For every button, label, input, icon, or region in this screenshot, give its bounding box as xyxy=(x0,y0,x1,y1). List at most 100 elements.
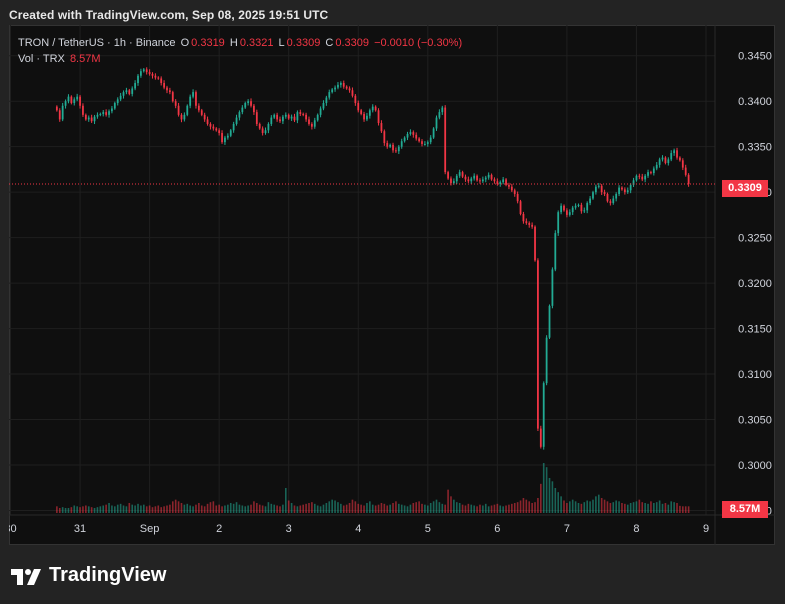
volume-bar xyxy=(458,503,461,513)
time-tick-label: 2 xyxy=(216,523,222,535)
candle-body xyxy=(554,233,557,270)
legend-volume-value: 8.57M xyxy=(69,53,101,65)
legend-low-label: L xyxy=(278,37,285,49)
candle-body xyxy=(206,119,209,124)
candle-body xyxy=(325,97,328,104)
candle-body xyxy=(238,112,241,118)
candle-body xyxy=(55,106,58,111)
volume-bar xyxy=(279,506,281,513)
legend-symbol[interactable]: TRON / TetherUS · 1h · Binance xyxy=(18,37,176,49)
candle-body xyxy=(299,112,302,114)
candle-body xyxy=(641,176,644,180)
volume-bar xyxy=(461,504,464,513)
volume-bar xyxy=(653,503,655,513)
volume-bar xyxy=(369,501,371,513)
volume-bar xyxy=(221,506,223,513)
candle-body xyxy=(284,114,287,117)
candle-body xyxy=(218,130,221,134)
volume-bar xyxy=(308,503,310,513)
volume-bar xyxy=(534,502,536,513)
volume-bar xyxy=(166,505,168,513)
volume-bar xyxy=(322,504,325,513)
candle-body xyxy=(603,192,606,194)
candle-body xyxy=(647,172,649,176)
candle-body xyxy=(102,112,105,114)
candle-body xyxy=(499,182,502,184)
volume-bar xyxy=(137,503,139,513)
volume-bar xyxy=(574,501,577,513)
volume-bar xyxy=(93,508,96,513)
volume-bar xyxy=(177,501,180,513)
volume-bar xyxy=(508,504,510,513)
candle-body xyxy=(215,128,218,131)
legend-change: −0.0010 (−0.30%) xyxy=(374,37,463,49)
legend-close-value: 0.3309 xyxy=(335,37,369,49)
candle-body xyxy=(67,96,70,102)
volume-bar xyxy=(618,501,620,513)
volume-bar xyxy=(427,505,429,513)
candle-body xyxy=(105,112,108,115)
legend-volume-label[interactable]: Vol · TRX xyxy=(18,53,65,65)
candle-body xyxy=(473,175,476,179)
volume-bar xyxy=(403,505,406,513)
candle-body xyxy=(505,179,507,185)
candle-body xyxy=(189,96,192,106)
candle-body xyxy=(395,150,397,152)
volume-bar xyxy=(412,503,415,513)
candle-body xyxy=(337,84,339,88)
candle-body xyxy=(267,123,270,131)
volume-bar xyxy=(128,503,131,513)
candle-body xyxy=(73,99,76,104)
volume-bar xyxy=(438,502,441,513)
volume-bar xyxy=(212,501,215,513)
volume-bar xyxy=(76,506,78,513)
volume-bar xyxy=(615,500,617,513)
candles xyxy=(55,67,690,450)
volume-bar xyxy=(151,507,154,513)
volume-bar xyxy=(687,506,690,513)
candle-body xyxy=(424,143,426,145)
time-tick-label: 6 xyxy=(494,523,500,535)
chart-panel[interactable] xyxy=(9,25,775,545)
volume-bar xyxy=(487,506,490,513)
price-tick-label: 0.3400 xyxy=(738,96,772,108)
candle-body xyxy=(516,193,519,202)
candle-body xyxy=(687,174,690,184)
volume-bar xyxy=(377,504,380,513)
price-tick-label: 0.3250 xyxy=(738,233,772,245)
volume-bar xyxy=(345,504,348,513)
candlestick-chart[interactable]: 0.34500.34000.33500.33000.32500.32000.31… xyxy=(9,25,775,545)
time-tick-label: 9 xyxy=(703,523,709,535)
candle-body xyxy=(438,112,441,118)
candle-body xyxy=(145,69,148,73)
volume-bar xyxy=(383,503,386,513)
volume-tag: 8.57M xyxy=(722,501,768,518)
candle-body xyxy=(661,157,664,160)
volume-bar xyxy=(600,498,603,513)
volume-bar xyxy=(244,506,247,513)
candle-body xyxy=(247,101,250,104)
volume-bar xyxy=(557,492,560,513)
candle-body xyxy=(580,204,583,212)
volume-bar xyxy=(632,502,635,513)
candle-body xyxy=(232,123,235,131)
candle-body xyxy=(93,116,96,122)
candle-body xyxy=(537,260,539,429)
candle-body xyxy=(111,108,113,112)
tradingview-logo[interactable]: TradingView xyxy=(11,564,166,587)
candle-body xyxy=(253,105,255,113)
volume-bar xyxy=(479,504,481,513)
legend-ohlc-row: TRON / TetherUS · 1h · Binance O 0.3319 H… xyxy=(18,35,464,51)
volume-bar xyxy=(612,502,615,513)
candle-body xyxy=(539,428,542,447)
candle-body xyxy=(531,224,534,227)
candle-body xyxy=(209,123,212,127)
volume-bar xyxy=(473,505,475,513)
candle-body xyxy=(348,88,351,91)
candle-body xyxy=(545,337,548,384)
candle-body xyxy=(534,226,536,261)
volume-bar xyxy=(224,505,226,513)
volume-bar xyxy=(215,505,218,513)
volume-bar xyxy=(203,506,206,513)
candle-body xyxy=(563,205,565,211)
